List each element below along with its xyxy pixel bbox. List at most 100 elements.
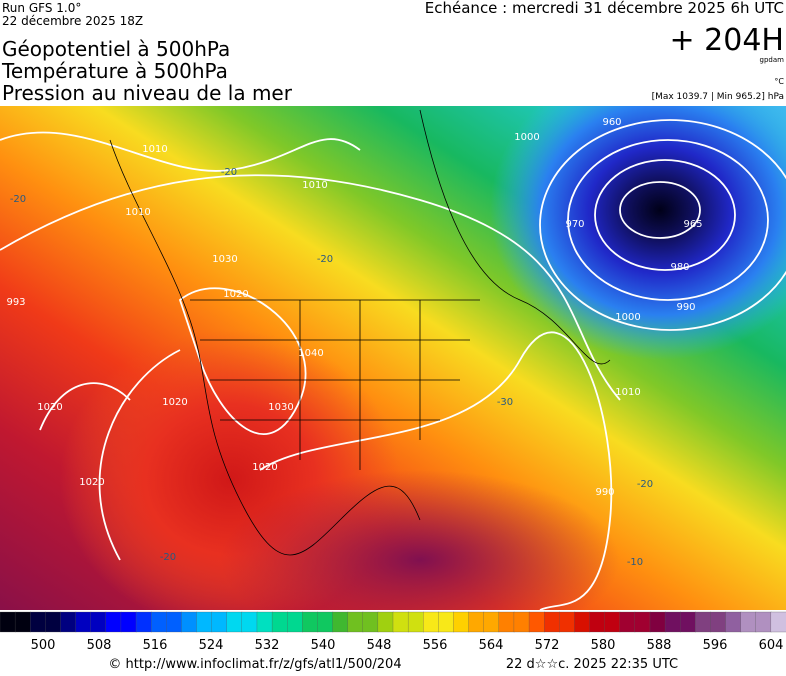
- scale-swatch: [14, 611, 31, 633]
- scale-swatch: [392, 611, 409, 633]
- contour-label: -20: [10, 194, 26, 205]
- scale-swatch: [120, 611, 137, 633]
- scale-swatch: [45, 611, 62, 633]
- contour-label: -20: [221, 167, 237, 178]
- scale-swatch: [649, 611, 666, 633]
- scale-swatch: [544, 611, 560, 633]
- contour-label: 1020: [79, 477, 104, 488]
- contour-label: 980: [670, 262, 689, 273]
- scale-swatch: [604, 611, 621, 633]
- title: Température à 500hPa: [1, 59, 228, 83]
- scale-swatch: [302, 611, 319, 633]
- scale-label: 604: [759, 638, 784, 653]
- scale-swatch: [0, 611, 16, 633]
- contour-label: 1010: [142, 144, 167, 155]
- scale-label: 588: [647, 638, 672, 653]
- contour-label: 960: [602, 117, 621, 128]
- color-scale: 500 508 516 524 532 540 548 556 564 572 580 588 596 6…: [0, 611, 786, 653]
- scale-swatch: [347, 611, 364, 633]
- scale-swatch: [695, 611, 712, 633]
- scale-swatch: [634, 611, 651, 633]
- scale-swatch: [664, 611, 681, 633]
- scale-swatch: [271, 611, 288, 633]
- scale-swatch: [407, 611, 424, 633]
- scale-label: 516: [143, 638, 168, 653]
- scale-swatch: [710, 611, 727, 633]
- scale-swatch: [755, 611, 772, 633]
- contour-label: 1020: [252, 462, 277, 473]
- scale-swatch: [438, 611, 455, 633]
- scale-label: 500: [31, 638, 56, 653]
- title: Pression au niveau de la mer: [2, 81, 293, 105]
- scale-swatch: [680, 611, 696, 633]
- contour-label: 1020: [223, 289, 248, 300]
- contour-label: 1040: [298, 348, 323, 359]
- unit: °C: [774, 77, 784, 86]
- contour-label: -20: [637, 479, 653, 490]
- map-area: 1010 1010 1010 1000 960 965 970 980 990 1000 1010 1…: [0, 106, 786, 610]
- unit: gpdam: [760, 56, 785, 64]
- scale-swatch: [528, 611, 545, 633]
- scale-label: 572: [535, 638, 560, 653]
- contour-label: -10: [627, 557, 643, 568]
- scale-swatch: [90, 611, 107, 633]
- scale-swatch: [619, 611, 636, 633]
- scale-swatch: [498, 611, 515, 633]
- scale-label: 596: [703, 638, 728, 653]
- scale-swatch: [483, 611, 500, 633]
- scale-label: 548: [367, 638, 392, 653]
- scale-swatch: [513, 611, 530, 633]
- contour-label: 1000: [514, 132, 539, 143]
- contour-label: 1020: [37, 402, 62, 413]
- contour-labels: 1010 1010 1010 1000 960 965 970 980 990 1000 1010 1…: [6, 117, 702, 568]
- scale-label: 508: [87, 638, 112, 653]
- scale-swatch: [453, 611, 470, 633]
- scale-swatch: [589, 611, 606, 633]
- scale-swatch: [559, 611, 576, 633]
- scale-swatch: [423, 611, 439, 633]
- scale-swatch: [241, 611, 258, 633]
- scale-swatch: [468, 611, 485, 633]
- echeance: Echéance : mercredi 31 décembre 2025 6h …: [425, 0, 784, 17]
- scale-swatch: [362, 611, 379, 633]
- scale-swatch: [60, 611, 77, 633]
- scale-swatch: [181, 611, 198, 633]
- contour-label: 993: [6, 297, 25, 308]
- coastlines: [109, 109, 611, 556]
- lead-time: + 204H: [670, 23, 785, 58]
- scale-label: 556: [423, 638, 448, 653]
- scale-swatch: [196, 611, 213, 633]
- contour-label: 965: [683, 219, 702, 230]
- title: Géopotentiel à 500hPa: [2, 37, 230, 61]
- scale-label: 532: [255, 638, 280, 653]
- isobars: [0, 119, 786, 610]
- extremes: [Max 1039.7 | Min 965.2] hPa: [652, 92, 784, 102]
- scale-swatch: [725, 611, 742, 633]
- scale-swatch: [135, 611, 152, 633]
- scale-label: 540: [311, 638, 336, 653]
- scale-swatch: [211, 611, 228, 633]
- contour-label: 1010: [302, 180, 327, 191]
- scale-swatch: [574, 611, 591, 633]
- scale-label: 564: [479, 638, 504, 653]
- contour-label: -30: [497, 397, 513, 408]
- run-date: 22 décembre 2025 18Z: [2, 14, 143, 28]
- scale-swatch: [770, 611, 786, 633]
- contour-label: 1030: [268, 402, 293, 413]
- scale-swatch: [256, 611, 273, 633]
- contour-label: 970: [565, 219, 584, 230]
- scale-swatch: [287, 611, 303, 633]
- scale-swatch: [226, 611, 243, 633]
- scale-swatch: [332, 611, 349, 633]
- scale-swatch: [151, 611, 167, 633]
- run: Run GFS 1.0°: [2, 1, 81, 15]
- timestamp: 22 d☆☆c. 2025 22:35 UTC: [506, 657, 678, 672]
- scale-swatch: [377, 611, 394, 633]
- source: © http://www.infoclimat.fr/z/gfs/atl1/50…: [108, 657, 401, 672]
- contour-label: -20: [317, 254, 333, 265]
- contour-label: 1010: [615, 387, 640, 398]
- contour-label: 1010: [125, 207, 150, 218]
- scale-swatch: [166, 611, 183, 633]
- scale-swatch: [105, 611, 122, 633]
